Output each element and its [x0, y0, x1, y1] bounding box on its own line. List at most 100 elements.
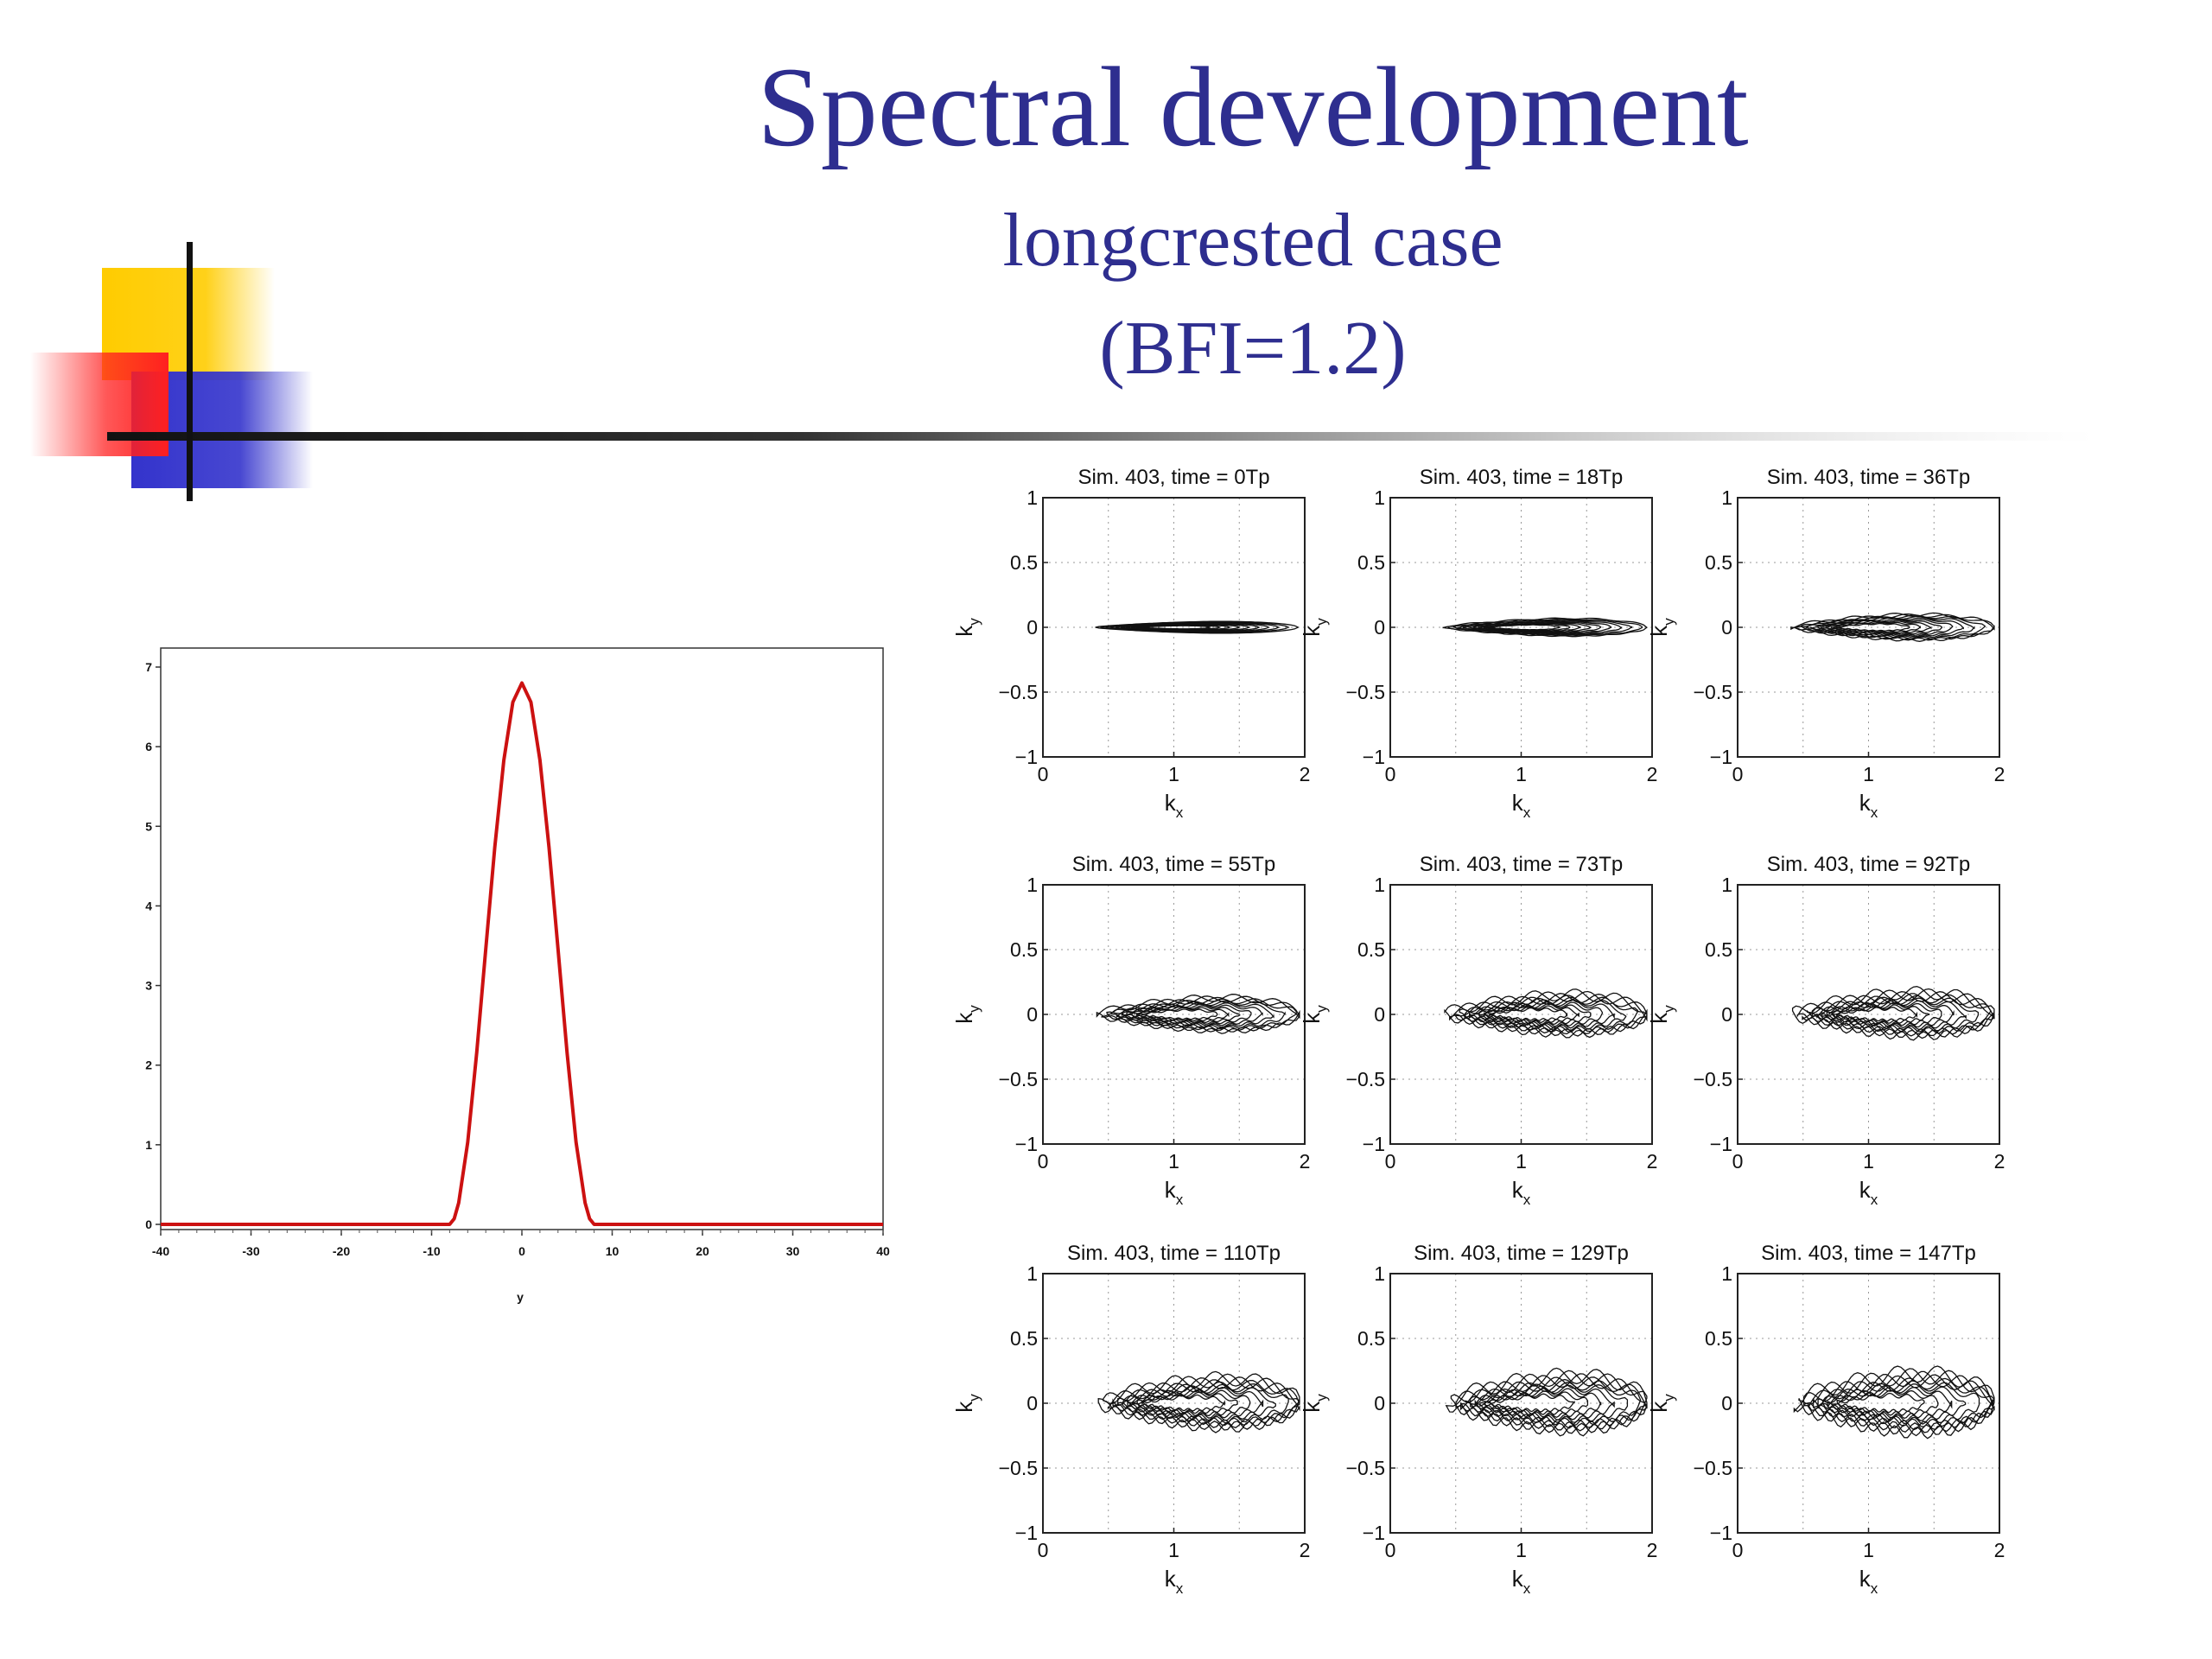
y-tick-label: −0.5 [1694, 681, 1732, 703]
contour-line [1449, 990, 1648, 1037]
y-tick-label: 4 [145, 899, 152, 912]
y-tick-label: 1 [1374, 874, 1385, 896]
y-tick-label: 1 [1721, 1262, 1732, 1285]
x-tick-label: 2 [1994, 1150, 2005, 1173]
panel-title: Sim. 403, time = 18Tp [1420, 466, 1623, 489]
x-axis-label: kx [1165, 1566, 1184, 1597]
y-tick-label: 0 [1027, 616, 1038, 639]
panel-title: Sim. 403, time = 36Tp [1767, 466, 1970, 489]
x-tick-label: 2 [1994, 1539, 2005, 1561]
x-tick-label: 1 [1516, 1539, 1527, 1561]
x-tick-label: 1 [1863, 1150, 1874, 1173]
y-tick-label: −1 [1363, 1522, 1385, 1544]
x-tick-label: 20 [696, 1244, 709, 1258]
y-tick-label: 1 [1027, 1262, 1038, 1285]
y-tick-label: 0 [1721, 616, 1732, 639]
panel-frame [1737, 497, 2000, 758]
x-tick-label: 10 [606, 1244, 620, 1258]
y-tick-label: 0.5 [1357, 938, 1385, 961]
contour-line [1131, 1005, 1241, 1024]
slide-subtitle-bfi: (BFI=1.2) [1099, 307, 1407, 391]
x-tick-label: 1 [1516, 1150, 1527, 1173]
y-tick-label: 1 [1027, 486, 1038, 509]
x-tick-label: 0 [1038, 1150, 1049, 1173]
contour-line [1836, 1392, 1925, 1414]
y-tick-label: 1 [145, 1138, 152, 1152]
y-tick-label: 0.5 [1357, 1327, 1385, 1350]
x-axis-label: kx [1859, 1177, 1878, 1208]
y-axis-label: ky [951, 1394, 982, 1413]
contour-line [1122, 1383, 1276, 1421]
panel-title: Sim. 403, time = 147Tp [1761, 1242, 1976, 1265]
contour-line [1793, 1365, 1995, 1440]
contour-line [1450, 1370, 1648, 1434]
y-tick-label: 1 [1721, 486, 1732, 509]
contour-line [1096, 994, 1300, 1034]
panel-title: Sim. 403, time = 55Tp [1072, 853, 1275, 876]
line-chart: -40 -30 -20 -10 0 10 20 30 40 0 1 2 3 4 5 6 7 y [145, 647, 890, 1304]
header-rule [107, 432, 2094, 441]
x-tick-label: 0 [1385, 763, 1396, 785]
panel-frame [1389, 497, 1653, 758]
y-tick-label: 2 [145, 1058, 152, 1072]
contour-line [1111, 998, 1286, 1030]
panel-title: Sim. 403, time = 73Tp [1420, 853, 1623, 876]
x-tick-label: -10 [423, 1244, 440, 1258]
line-chart-frame [160, 647, 884, 1230]
y-axis-label: ky [951, 1005, 982, 1024]
contour-line [1447, 618, 1643, 637]
y-tick-label: −1 [1015, 1522, 1038, 1544]
x-axis-label: kx [1859, 790, 1878, 821]
slide-title: Spectral development [757, 43, 1749, 170]
y-tick-label: −1 [1363, 746, 1385, 768]
contour-line [1800, 614, 1986, 640]
y-tick-label: 0.5 [1010, 551, 1038, 574]
contour-line [1107, 1376, 1300, 1429]
contour-line [1126, 1003, 1252, 1025]
y-tick-label: −0.5 [1346, 1457, 1385, 1479]
contour-line [1127, 1387, 1264, 1419]
y-tick-label: 0 [1374, 1392, 1385, 1414]
contour-line [1116, 1000, 1274, 1028]
x-axis-label: y [517, 1290, 524, 1304]
contour-line [1136, 1391, 1238, 1414]
contour-line [1097, 1370, 1300, 1433]
x-tick-label: 1 [1863, 1539, 1874, 1561]
y-tick-label: 0.5 [1010, 1327, 1038, 1350]
x-tick-label: 1 [1168, 763, 1179, 785]
x-tick-label: 0 [1038, 763, 1049, 785]
contour-line [1806, 993, 1992, 1035]
x-tick-label: -20 [333, 1244, 350, 1258]
y-axis-label: ky [1299, 1005, 1330, 1024]
x-axis-label: kx [1512, 1177, 1531, 1208]
x-tick-label: 0 [1732, 1150, 1744, 1173]
panel-frame [1737, 884, 2000, 1145]
x-axis-label: kx [1512, 790, 1531, 821]
contour-line [1488, 1007, 1568, 1021]
contour-line [1821, 1000, 1955, 1029]
y-tick-label: −0.5 [999, 681, 1038, 703]
y-tick-label: 7 [145, 660, 152, 674]
y-tick-label: 0.5 [1010, 938, 1038, 961]
x-tick-label: -40 [152, 1244, 169, 1258]
y-tick-label: 0 [1374, 616, 1385, 639]
y-tick-label: −1 [1710, 746, 1732, 768]
contour-line [1478, 1002, 1592, 1026]
x-tick-label: 2 [1647, 763, 1658, 785]
y-tick-label: −0.5 [999, 1457, 1038, 1479]
x-tick-label: 1 [1863, 763, 1874, 785]
y-tick-label: 1 [1374, 486, 1385, 509]
y-tick-label: 1 [1721, 874, 1732, 896]
y-tick-label: 1 [1374, 1262, 1385, 1285]
x-tick-label: 0 [1732, 1539, 1744, 1561]
y-tick-label: −0.5 [1694, 1068, 1732, 1090]
y-tick-label: 0 [1027, 1392, 1038, 1414]
y-tick-label: 0.5 [1357, 551, 1385, 574]
contour-line [1831, 1004, 1930, 1024]
